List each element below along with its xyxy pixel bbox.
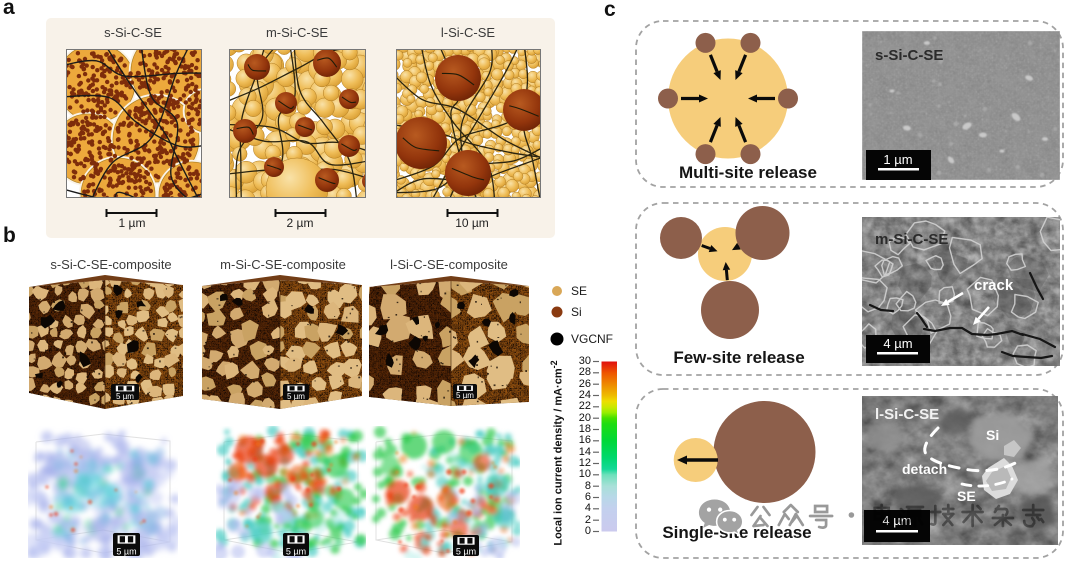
svg-text:VGCNF: VGCNF (571, 332, 613, 346)
svg-text:m-Si-C-SE: m-Si-C-SE (875, 231, 948, 248)
svg-text:5 µm: 5 µm (456, 547, 476, 557)
svg-text:s-Si-C-SE: s-Si-C-SE (875, 47, 943, 64)
svg-text:Si: Si (571, 305, 582, 319)
svg-text:5 µm: 5 µm (286, 546, 306, 556)
svg-text:5 µm: 5 µm (287, 392, 305, 400)
svg-text:l-Si-C-SE: l-Si-C-SE (875, 406, 939, 423)
svg-text:detach: detach (902, 461, 947, 477)
svg-text:5 µm: 5 µm (116, 392, 134, 400)
svg-text:Si: Si (986, 427, 999, 443)
svg-text:SE: SE (571, 284, 587, 298)
svg-text:4 µm: 4 µm (883, 336, 912, 351)
svg-text:5 µm: 5 µm (456, 391, 474, 399)
svg-text:crack: crack (974, 277, 1014, 294)
svg-text:5 µm: 5 µm (116, 546, 136, 556)
svg-text:1 µm: 1 µm (883, 152, 912, 167)
